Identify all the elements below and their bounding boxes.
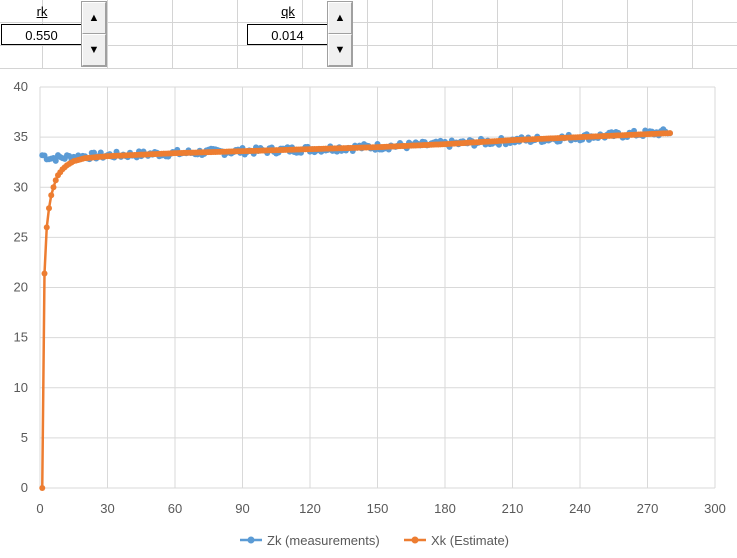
legend-label-xk: Xk (Estimate) (431, 533, 509, 548)
data-point-xk (52, 177, 59, 184)
arrow-down-icon: ▼ (334, 44, 346, 56)
x-tick-label: 30 (100, 501, 114, 516)
legend: Zk (measurements) Xk (Estimate) (240, 533, 509, 548)
y-tick-label: 30 (14, 179, 28, 194)
rk-spinner[interactable]: ▲ ▼ (81, 1, 107, 67)
y-tick-label: 35 (14, 129, 28, 144)
qk-label: qk (281, 4, 295, 19)
legend-marker-zk (247, 536, 255, 544)
rk-decrement-button[interactable]: ▼ (82, 34, 106, 66)
data-point-xk (43, 224, 50, 231)
data-point-zk (52, 157, 59, 164)
y-tick-label: 0 (21, 480, 28, 495)
rk-value-field[interactable]: 0.550 (1, 24, 82, 45)
x-tick-label: 210 (502, 501, 524, 516)
x-tick-label: 90 (235, 501, 249, 516)
y-axis-labels: 0 5 10 15 20 25 30 35 40 (14, 79, 28, 495)
data-point-xk (48, 192, 55, 199)
y-tick-label: 10 (14, 380, 28, 395)
x-tick-label: 150 (367, 501, 389, 516)
y-tick-label: 5 (21, 430, 28, 445)
arrow-down-icon: ▼ (88, 44, 100, 56)
legend-label-zk: Zk (measurements) (267, 533, 380, 548)
arrow-up-icon: ▲ (334, 12, 346, 24)
chart-container[interactable]: 0 5 10 15 20 25 30 35 40 0 30 60 90 120 150 180 210 240 2… (0, 69, 737, 553)
y-tick-label: 25 (14, 229, 28, 244)
x-tick-label: 0 (36, 501, 43, 516)
data-point-xk (667, 130, 673, 137)
data-point-xk (50, 184, 57, 191)
series-layer (39, 126, 673, 491)
qk-decrement-button[interactable]: ▼ (328, 34, 352, 66)
y-tick-label: 15 (14, 330, 28, 345)
qk-value-field[interactable]: 0.014 (247, 24, 328, 45)
rk-label: rk (36, 4, 48, 19)
arrow-up-icon: ▲ (88, 12, 100, 24)
line-chart: 0 5 10 15 20 25 30 35 40 0 30 60 90 120 150 180 210 240 2… (14, 79, 726, 548)
y-tick-label: 20 (14, 280, 28, 295)
series-line-xk (41, 131, 671, 489)
x-tick-label: 180 (434, 501, 456, 516)
x-tick-label: 270 (637, 501, 659, 516)
qk-increment-button[interactable]: ▲ (328, 2, 352, 34)
data-point-zk (91, 149, 97, 156)
y-tick-label: 40 (14, 79, 28, 94)
x-tick-label: 300 (704, 501, 726, 516)
x-axis-labels: 0 30 60 90 120 150 180 210 240 270 300 (36, 501, 725, 516)
x-tick-label: 60 (168, 501, 182, 516)
qk-spinner[interactable]: ▲ ▼ (327, 1, 353, 67)
data-point-xk (41, 270, 48, 277)
legend-marker-xk (411, 536, 419, 544)
data-point-xk (46, 205, 52, 212)
data-point-xk (39, 485, 46, 491)
rk-increment-button[interactable]: ▲ (82, 2, 106, 34)
x-tick-label: 120 (299, 501, 321, 516)
x-tick-label: 240 (569, 501, 591, 516)
